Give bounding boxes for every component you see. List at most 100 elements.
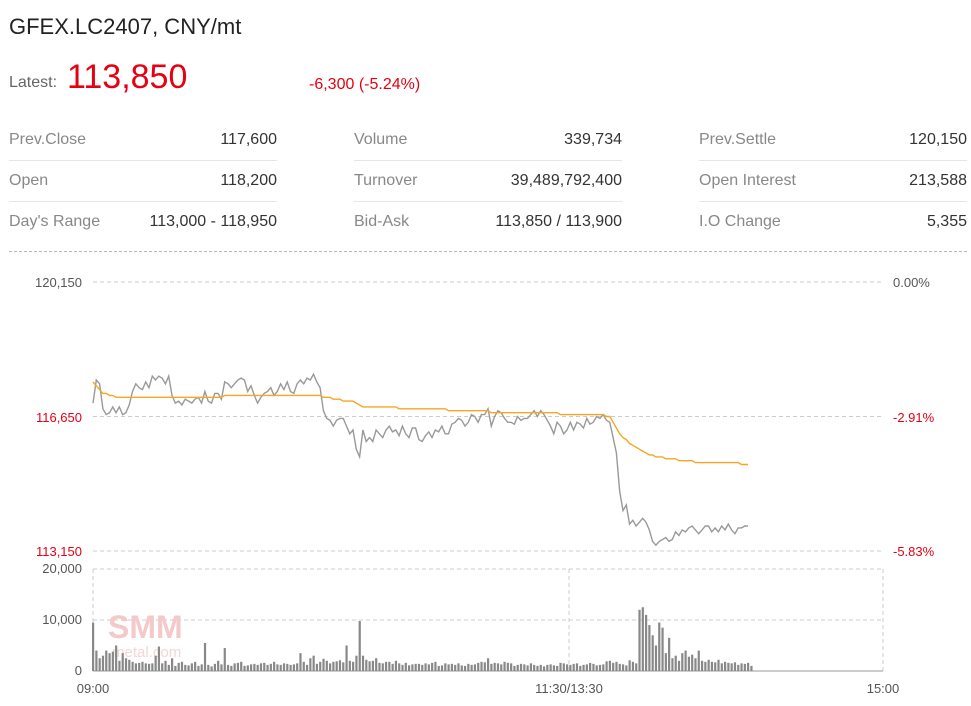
volume-bar <box>391 663 394 671</box>
volume-bar <box>401 664 404 671</box>
volume-bar <box>700 660 704 671</box>
volume-bar <box>733 662 737 671</box>
volume-bar <box>154 655 157 671</box>
stats-column-2: Volume 339,734 Turnover 39,489,792,400 Bid… <box>354 120 622 242</box>
volume-bar <box>569 664 572 671</box>
volume-bar <box>355 655 358 671</box>
volume-bar <box>421 664 424 671</box>
volume-bar <box>566 664 569 671</box>
volume-bar <box>506 662 509 671</box>
volume-bar <box>694 658 697 671</box>
volume-bar <box>704 661 707 671</box>
volume-bar <box>115 645 118 671</box>
volume-bar <box>750 665 753 671</box>
volume-bar <box>329 663 332 671</box>
volume-bar <box>411 664 414 671</box>
volume-bar <box>503 661 506 671</box>
stat-open: Open 118,200 <box>9 161 277 202</box>
volume-bar <box>727 662 730 671</box>
volume-bar <box>161 663 164 671</box>
volume-bar <box>187 665 190 671</box>
volume-bar <box>230 665 233 671</box>
volume-bar <box>98 658 101 671</box>
volume-bar <box>358 621 361 671</box>
volume-bar <box>523 664 526 671</box>
stat-label: Prev.Close <box>9 131 87 148</box>
volume-bar <box>404 662 407 671</box>
volume-bar <box>483 662 486 671</box>
volume-tick-label: 0 <box>75 663 82 678</box>
volume-bar <box>440 665 444 671</box>
volume-bar <box>615 661 618 671</box>
stat-label: Open <box>9 172 49 189</box>
volume-bar <box>269 663 272 671</box>
volume-bar <box>635 663 638 671</box>
volume-bar <box>434 661 437 671</box>
volume-bar <box>210 666 213 671</box>
volume-bar <box>378 662 381 671</box>
volume-bar <box>648 625 651 671</box>
volume-bars <box>92 607 753 671</box>
stats-column-3: Prev.Settle 120,150 Open Interest 213,588 … <box>699 120 967 242</box>
volume-bar <box>315 663 319 671</box>
volume-bar <box>381 663 384 671</box>
volume-bar <box>598 664 602 671</box>
volume-tick-label: 20,000 <box>42 561 82 576</box>
volume-bar <box>408 665 411 671</box>
pct-tick-label: -2.91% <box>893 410 935 425</box>
volume-bar <box>259 663 263 671</box>
volume-bar <box>305 664 309 671</box>
volume-bar <box>691 654 694 671</box>
volume-bar <box>717 659 720 671</box>
average-price-line <box>92 381 748 466</box>
stats-column-1: Prev.Close 117,600 Open 118,200 Day's Rang… <box>9 120 277 242</box>
volume-bar <box>645 614 648 671</box>
stat-turnover: Turnover 39,489,792,400 <box>354 161 622 202</box>
volume-bar <box>194 661 197 671</box>
volume-bar <box>352 661 355 671</box>
volume-bar <box>460 665 463 671</box>
volume-bar <box>480 661 483 671</box>
price-change: -6,300 (-5.24%) <box>309 76 421 93</box>
volume-bar <box>473 664 477 671</box>
volume-bar <box>361 655 365 671</box>
volume-bar <box>118 660 121 671</box>
volume-bar <box>519 663 523 671</box>
volume-bar <box>658 622 661 671</box>
volume-bar <box>144 663 147 671</box>
volume-bar <box>651 635 654 671</box>
stat-label: Turnover <box>354 172 418 189</box>
volume-bar <box>677 660 681 671</box>
stat-value: 117,600 <box>220 131 277 148</box>
axis-labels: 120,150 116,650 113,150 0.00% -2.91% -5.… <box>35 275 935 696</box>
volume-bar <box>417 663 421 671</box>
chart-grid <box>92 281 884 672</box>
time-label: 09:00 <box>77 681 110 696</box>
volume-bar <box>740 663 743 671</box>
volume-bar <box>681 653 684 671</box>
stat-label: Day's Range <box>9 213 101 230</box>
volume-bar <box>470 664 473 671</box>
volume-bar <box>707 659 710 671</box>
volume-bar <box>177 662 180 671</box>
volume-bar <box>424 663 427 671</box>
volume-bar <box>203 642 207 671</box>
volume-bar <box>582 664 585 671</box>
volume-bar <box>747 662 750 671</box>
volume-bar <box>217 660 220 671</box>
volume-bar <box>533 664 536 671</box>
volume-bar <box>668 637 671 671</box>
volume-bar <box>427 664 430 671</box>
volume-bar <box>292 664 295 671</box>
volume-bar <box>246 665 249 671</box>
volume-bar <box>454 664 457 671</box>
volume-bar <box>457 663 460 671</box>
volume-bar <box>167 664 170 671</box>
volume-bar <box>496 663 500 671</box>
stat-label: Open Interest <box>699 172 796 189</box>
stat-value: 213,588 <box>909 172 967 189</box>
volume-bar <box>398 663 401 671</box>
smm-watermark: SMM metal.com <box>108 609 183 661</box>
volume-bar <box>226 664 230 671</box>
volume-bar <box>595 665 598 671</box>
